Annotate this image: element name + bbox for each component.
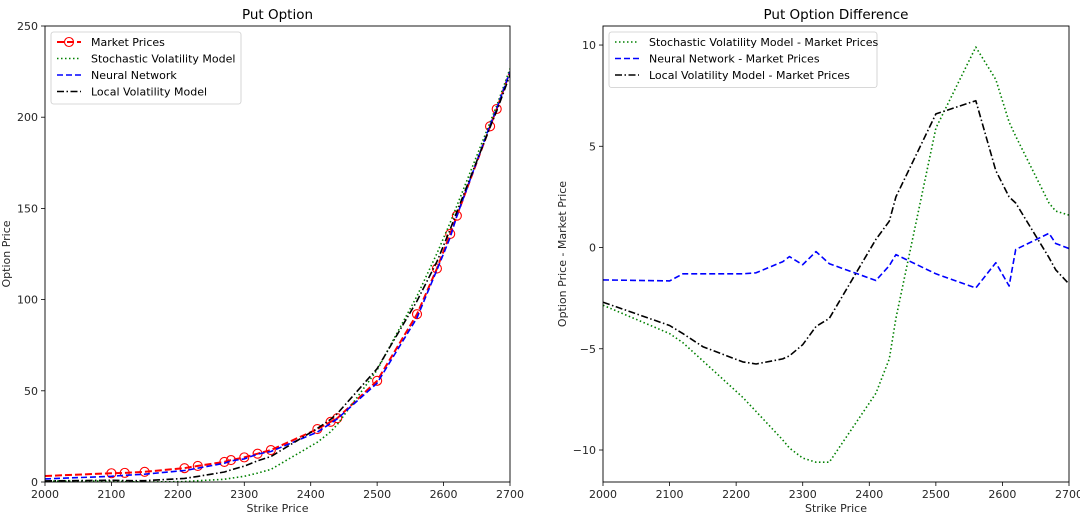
y-tick-label: 5 [589,140,596,153]
series-line-neural-network [45,71,510,480]
x-tick-label: 2100 [97,488,125,501]
x-tick-label: 2600 [988,488,1016,501]
x-tick-label: 2700 [1055,488,1080,501]
market-price-marker [491,103,502,115]
axes-frame [602,25,1070,483]
y-tick-label: 100 [17,294,38,307]
series-line-market-prices [45,71,510,477]
y-tick-label: 10 [582,39,596,52]
y-tick-label: 250 [17,20,38,33]
legend-label: Neural Network [91,69,177,82]
y-tick-label: 50 [24,385,38,398]
y-tick-label: 0 [589,242,596,255]
x-axis-label: Strike Price [805,502,867,515]
y-tick-label: 150 [17,202,38,215]
series-line-local-volatility-model-market-prices [603,99,1069,365]
y-tick-label: −5 [580,343,596,356]
x-tick-label: 2000 [589,488,617,501]
market-price-marker [139,466,150,477]
legend-label: Stochastic Volatility Model - Market Pri… [649,36,879,49]
x-tick-label: 2100 [656,488,684,501]
chart-title: Put Option Difference [764,7,909,23]
x-tick-label: 2700 [496,488,524,501]
x-tick-label: 2200 [164,488,192,501]
legend-box [608,31,878,88]
x-tick-label: 2000 [31,488,59,501]
y-tick-label: 0 [31,476,38,489]
x-tick-label: 2500 [922,488,950,501]
plot-area [603,46,1069,464]
x-tick-label: 2200 [722,488,750,501]
legend-label: Stochastic Volatility Model [91,53,235,66]
market-price-marker [119,467,130,478]
series-line-stochastic-volatility-model [45,68,510,482]
market-price-marker [431,263,442,274]
x-tick-label: 2500 [363,488,391,501]
legend-label: Local Volatility Model [91,86,207,99]
legend-marker [63,36,75,48]
x-tick-label: 2600 [430,488,458,501]
legend-box [50,31,242,105]
chart-title: Put Option [242,7,313,23]
plot-area [45,68,510,482]
series-line-local-volatility-model [45,74,510,482]
legend-label: Neural Network - Market Prices [649,53,820,66]
market-price-marker [372,375,383,386]
market-price-marker [239,452,250,463]
x-tick-label: 2400 [855,488,883,501]
x-tick-label: 2300 [789,488,817,501]
x-tick-label: 2300 [230,488,258,501]
series-line-stochastic-volatility-model-market-prices [603,46,1069,464]
y-tick-label: 200 [17,111,38,124]
x-axis-label: Strike Price [247,502,309,515]
y-tick-label: −10 [573,444,596,457]
legend-label: Market Prices [91,36,165,49]
y-axis-label: Option Price [0,220,13,287]
axes-frame [44,25,511,483]
market-price-marker [265,445,276,456]
legend-label: Local Volatility Model - Market Prices [649,69,850,82]
market-price-marker [106,468,117,479]
market-price-marker [192,460,203,471]
x-tick-label: 2400 [297,488,325,501]
put-option-difference-chart: Put Option Difference 2000 2100 2200 2300 240… [556,7,1080,515]
series-line-neural-network-market-prices [603,232,1069,289]
market-price-marker [179,463,190,474]
y-axis-label: Option Price - Market Price [556,181,569,327]
